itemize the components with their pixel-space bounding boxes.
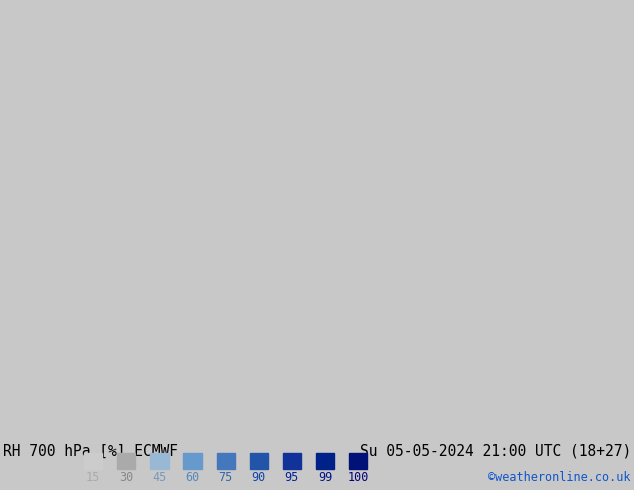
Text: RH 700 hPa [%] ECMWF: RH 700 hPa [%] ECMWF (3, 443, 178, 459)
Bar (250, 453, 268, 469)
Text: 90: 90 (252, 471, 266, 485)
Text: 99: 99 (318, 471, 332, 485)
Bar (283, 453, 301, 469)
Text: 100: 100 (347, 471, 369, 485)
Text: 75: 75 (219, 471, 233, 485)
Bar (349, 453, 367, 469)
Text: 15: 15 (86, 471, 100, 485)
Bar (316, 453, 334, 469)
Bar (217, 453, 235, 469)
Bar (150, 453, 169, 469)
Text: 95: 95 (285, 471, 299, 485)
Bar (117, 453, 136, 469)
Text: ©weatheronline.co.uk: ©weatheronline.co.uk (488, 471, 631, 485)
Bar (84, 453, 102, 469)
Text: 45: 45 (152, 471, 167, 485)
Text: 30: 30 (119, 471, 133, 485)
Bar (183, 453, 202, 469)
Text: Su 05-05-2024 21:00 UTC (18+27): Su 05-05-2024 21:00 UTC (18+27) (359, 443, 631, 459)
Text: 60: 60 (185, 471, 200, 485)
